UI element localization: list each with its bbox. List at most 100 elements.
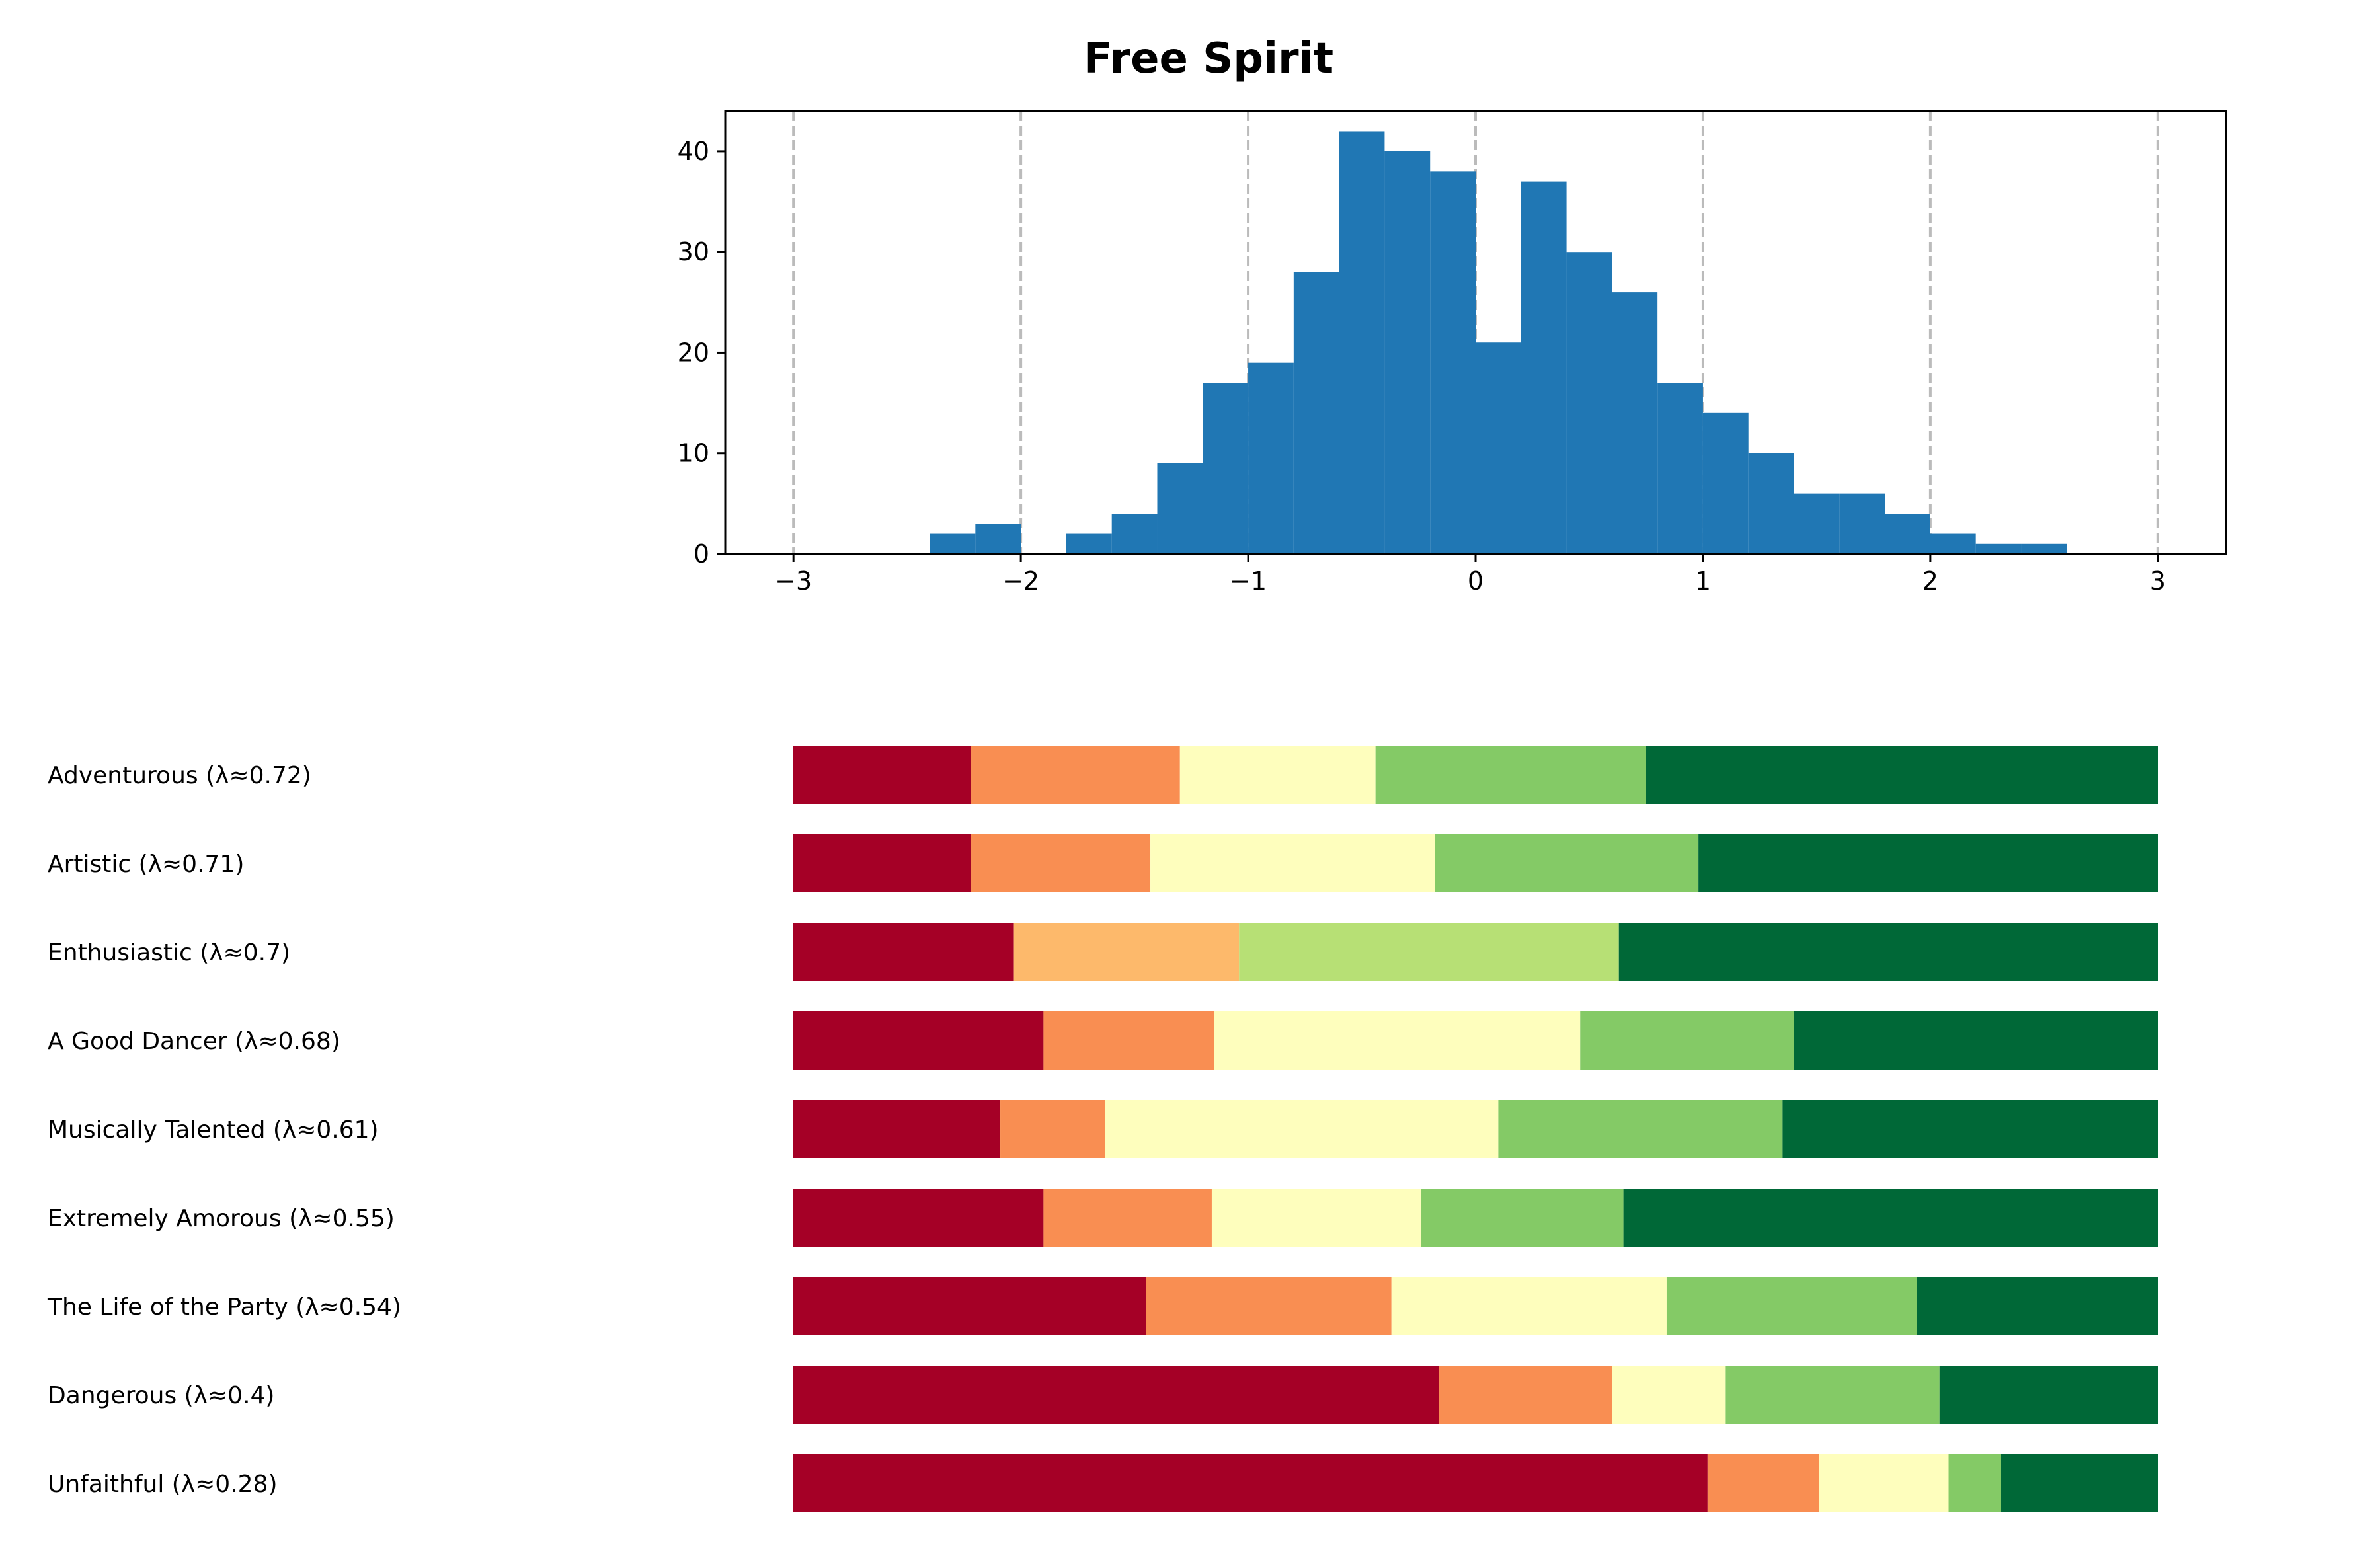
bar-segment xyxy=(1439,1366,1612,1424)
histogram-bar xyxy=(1748,453,1794,554)
histogram-bar xyxy=(975,524,1021,554)
bar-segment xyxy=(793,1011,1044,1070)
bar-segment xyxy=(1043,1189,1212,1247)
bar-segment xyxy=(1917,1277,2158,1335)
bar-segment xyxy=(1375,746,1646,804)
histogram-bar xyxy=(1702,412,1749,554)
bar-segment xyxy=(1939,1366,2158,1424)
bar-segment xyxy=(1391,1277,1667,1335)
histogram-bar xyxy=(1476,342,1521,554)
histogram-bar xyxy=(1794,493,1840,554)
y-axis: 0 10 20 30 40 xyxy=(678,137,725,568)
x-tick-label: −3 xyxy=(775,566,812,596)
histogram-bar xyxy=(1657,383,1703,554)
bar-segment xyxy=(1214,1011,1581,1070)
histogram-bar xyxy=(1111,514,1158,554)
row-label: Artistic (λ≈0.71) xyxy=(48,851,244,878)
bar-segment xyxy=(793,1277,1146,1335)
stacked-bar-row: Musically Talented (λ≈0.61) xyxy=(48,1100,2158,1158)
bar-segment xyxy=(1146,1277,1392,1335)
histogram-bar xyxy=(1930,533,1976,554)
bar-segment xyxy=(1105,1100,1499,1158)
bar-segment xyxy=(1239,923,1619,981)
x-tick-label: −2 xyxy=(1002,566,1039,596)
bar-segment xyxy=(793,746,971,804)
bar-segment xyxy=(971,746,1180,804)
stacked-bar-row: Artistic (λ≈0.71) xyxy=(48,834,2158,892)
bar-segment xyxy=(1948,1454,2001,1512)
y-tick-label: 20 xyxy=(678,338,709,367)
bar-segment xyxy=(1043,1011,1214,1070)
bar-segment xyxy=(1707,1454,1819,1512)
stacked-bar-row: Unfaithful (λ≈0.28) xyxy=(48,1454,2158,1512)
y-tick-label: 30 xyxy=(678,237,709,266)
bar-segment xyxy=(1150,834,1435,892)
bar-segment xyxy=(793,1454,1708,1512)
bar-segment xyxy=(1726,1366,1940,1424)
bar-segment xyxy=(1421,1189,1624,1247)
stacked-bar-row: A Good Dancer (λ≈0.68) xyxy=(48,1011,2158,1070)
histogram-bar xyxy=(1885,514,1930,554)
bar-segment xyxy=(793,1366,1439,1424)
histogram-bar xyxy=(1248,362,1294,554)
bar-segment xyxy=(971,834,1151,892)
histogram-bar xyxy=(1157,463,1203,554)
bar-segment xyxy=(1211,1189,1421,1247)
bar-segment xyxy=(1612,1366,1726,1424)
bar-segment xyxy=(1698,834,2158,892)
bar-segment xyxy=(1794,1011,2158,1070)
y-tick-label: 40 xyxy=(678,137,709,166)
histogram-bar xyxy=(1339,131,1385,555)
bar-segment xyxy=(1580,1011,1794,1070)
bar-segment xyxy=(1618,923,2158,981)
stacked-bar-rows: Adventurous (λ≈0.72) Artistic (λ≈0.71) Ent… xyxy=(47,746,2158,1512)
row-label: The Life of the Party (λ≈0.54) xyxy=(47,1294,401,1321)
histogram-bar xyxy=(1293,272,1339,554)
bar-segment xyxy=(793,923,1014,981)
bar-segment xyxy=(1435,834,1699,892)
y-tick-label: 10 xyxy=(678,439,709,468)
histogram-bar xyxy=(1839,493,1885,554)
histogram-bars xyxy=(930,131,2067,555)
x-tick-label: 2 xyxy=(1923,566,1938,596)
histogram-bar xyxy=(1203,383,1249,554)
histogram-bar xyxy=(1612,292,1658,554)
histogram-panel: Free Spirit −3 −2 −1 0 1 2 3 0 10 20 30 40 xyxy=(678,34,2227,596)
stacked-bar-row: Enthusiastic (λ≈0.7) xyxy=(48,923,2158,981)
histogram-bar xyxy=(1430,171,1476,554)
histogram-bar xyxy=(2021,543,2067,554)
stacked-bar-row: Adventurous (λ≈0.72) xyxy=(48,746,2158,804)
histogram-bar xyxy=(1975,543,2022,554)
histogram-bar xyxy=(1066,533,1112,554)
histogram-bar xyxy=(1384,151,1431,555)
bar-segment xyxy=(793,1100,1001,1158)
stacked-bar-row: The Life of the Party (λ≈0.54) xyxy=(47,1277,2158,1335)
bar-segment xyxy=(2001,1454,2158,1512)
bar-segment xyxy=(1013,923,1240,981)
y-tick-label: 0 xyxy=(694,539,709,568)
bar-segment xyxy=(1623,1189,2158,1247)
row-label: Extremely Amorous (λ≈0.55) xyxy=(48,1205,395,1232)
histogram-bar xyxy=(930,533,976,554)
histogram-title: Free Spirit xyxy=(1084,34,1333,83)
row-label: Dangerous (λ≈0.4) xyxy=(48,1382,274,1409)
bar-segment xyxy=(1646,746,2158,804)
histogram-bar xyxy=(1521,181,1567,554)
x-tick-label: 1 xyxy=(1695,566,1711,596)
x-tick-label: 3 xyxy=(2150,566,2166,596)
bar-segment xyxy=(1000,1100,1105,1158)
row-label: Unfaithful (λ≈0.28) xyxy=(48,1471,277,1498)
row-label: Adventurous (λ≈0.72) xyxy=(48,762,311,789)
stacked-bars-panel: Adventurous (λ≈0.72) Artistic (λ≈0.71) Ent… xyxy=(47,746,2158,1512)
bar-segment xyxy=(1782,1100,2158,1158)
x-tick-label: 0 xyxy=(1468,566,1484,596)
histogram-bar xyxy=(1566,252,1612,554)
row-label: Enthusiastic (λ≈0.7) xyxy=(48,939,290,966)
x-tick-label: −1 xyxy=(1230,566,1267,596)
row-label: Musically Talented (λ≈0.61) xyxy=(48,1116,379,1144)
bar-segment xyxy=(1179,746,1376,804)
stacked-bar-row: Extremely Amorous (λ≈0.55) xyxy=(48,1189,2158,1247)
row-label: A Good Dancer (λ≈0.68) xyxy=(48,1028,340,1055)
bar-segment xyxy=(793,1189,1044,1247)
